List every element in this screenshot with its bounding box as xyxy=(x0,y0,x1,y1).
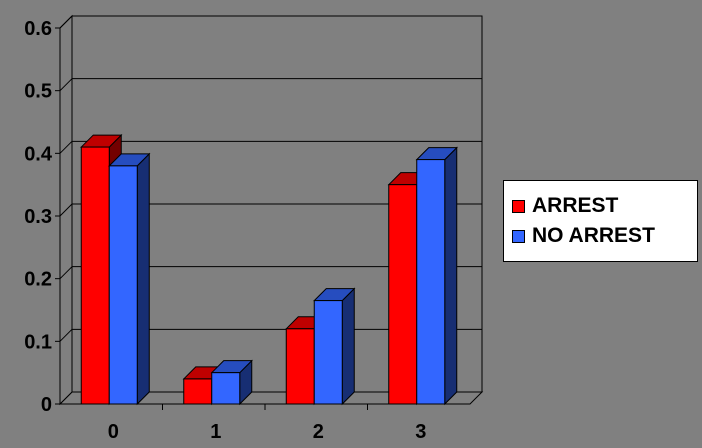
legend-label-no-arrest: NO ARREST xyxy=(532,224,655,247)
y-tick-label: 0.2 xyxy=(24,269,52,291)
gridline-side xyxy=(59,78,73,92)
y-tick-label: 0.1 xyxy=(24,331,52,353)
x-tick-label: 3 xyxy=(415,421,426,443)
bar-arrest xyxy=(285,328,315,405)
x-tick-label: 1 xyxy=(210,421,221,443)
y-tick-label: 0.6 xyxy=(24,18,52,40)
gridline-side xyxy=(59,266,73,280)
y-tick-label: 0.5 xyxy=(24,81,52,103)
bar-no-arrest xyxy=(211,372,241,405)
legend-item-arrest: ARREST xyxy=(504,191,697,221)
gridline-side xyxy=(59,328,73,342)
legend-item-no-arrest: NO ARREST xyxy=(504,221,697,251)
gridline-side xyxy=(59,203,73,217)
bar-side-no-arrest xyxy=(341,287,355,406)
bar-side-no-arrest xyxy=(136,152,150,406)
y-tick-label: 0 xyxy=(41,394,52,416)
bar-side-no-arrest xyxy=(444,146,458,406)
bar-arrest xyxy=(183,378,213,405)
gridline-side xyxy=(59,140,73,154)
bar-no-arrest xyxy=(108,165,138,405)
bar-arrest xyxy=(80,146,110,405)
legend-swatch-arrest xyxy=(512,199,525,213)
bar-arrest xyxy=(388,184,418,405)
x-tick-label: 0 xyxy=(108,421,119,443)
legend-label-arrest: ARREST xyxy=(532,194,619,217)
legend-swatch-no-arrest xyxy=(512,229,525,243)
y-tick-label: 0.3 xyxy=(24,206,52,228)
gridline-side xyxy=(59,15,73,29)
bar-no-arrest xyxy=(313,300,343,405)
bar-no-arrest xyxy=(416,159,446,405)
legend: ARREST NO ARREST xyxy=(503,180,698,262)
y-tick-label: 0.4 xyxy=(24,143,53,165)
x-tick-label: 2 xyxy=(313,421,324,443)
